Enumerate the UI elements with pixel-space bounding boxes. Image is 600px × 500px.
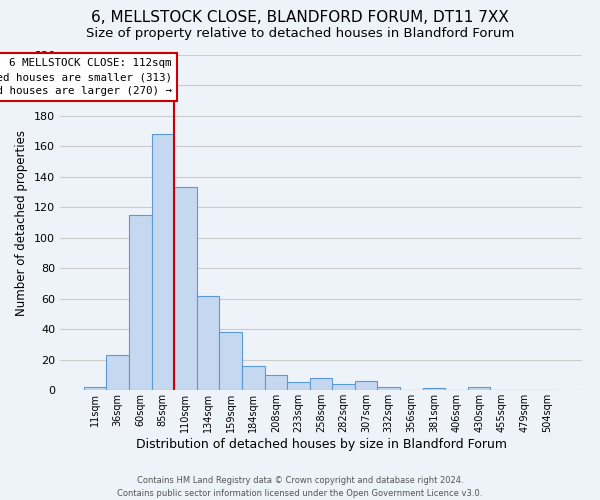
Bar xyxy=(355,381,377,390)
Y-axis label: Number of detached properties: Number of detached properties xyxy=(16,130,28,316)
X-axis label: Distribution of detached houses by size in Blandford Forum: Distribution of detached houses by size … xyxy=(136,438,506,450)
Text: 6, MELLSTOCK CLOSE, BLANDFORD FORUM, DT11 7XX: 6, MELLSTOCK CLOSE, BLANDFORD FORUM, DT1… xyxy=(91,10,509,25)
Bar xyxy=(310,378,332,390)
Text: Size of property relative to detached houses in Blandford Forum: Size of property relative to detached ho… xyxy=(86,28,514,40)
Bar xyxy=(174,188,197,390)
Text: Contains HM Land Registry data © Crown copyright and database right 2024.
Contai: Contains HM Land Registry data © Crown c… xyxy=(118,476,482,498)
Bar xyxy=(106,355,129,390)
Bar xyxy=(287,382,310,390)
Bar xyxy=(377,387,400,390)
Bar xyxy=(152,134,174,390)
Bar xyxy=(242,366,265,390)
Bar xyxy=(129,215,152,390)
Bar xyxy=(468,387,490,390)
Bar xyxy=(422,388,445,390)
Bar xyxy=(220,332,242,390)
Bar xyxy=(265,375,287,390)
Bar xyxy=(84,387,106,390)
Bar xyxy=(197,296,220,390)
Text: 6 MELLSTOCK CLOSE: 112sqm
← 53% of detached houses are smaller (313)
46% of semi: 6 MELLSTOCK CLOSE: 112sqm ← 53% of detac… xyxy=(0,58,172,96)
Bar xyxy=(332,384,355,390)
